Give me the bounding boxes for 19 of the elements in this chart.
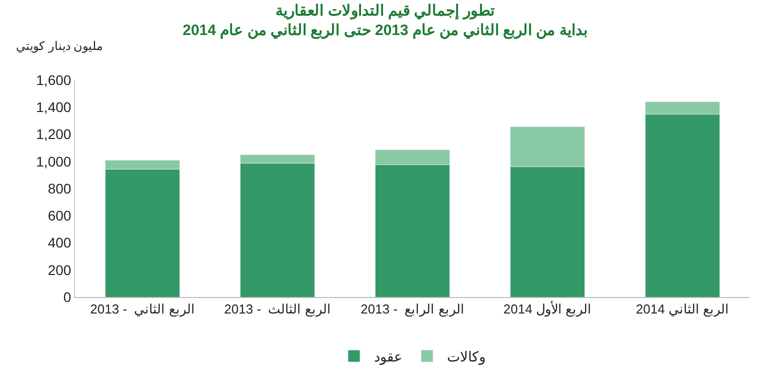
- y-axis-title: مليون دينار كويتي: [16, 39, 103, 53]
- x-tick-label: الربع الرابع - 2013: [360, 302, 464, 318]
- chart-title: تطور إجمالي قيم التداولات العقارية: [276, 2, 494, 20]
- y-tick-label: 400: [48, 234, 72, 251]
- y-tick-label: 1,200: [36, 126, 72, 142]
- y-tick-label: 200: [48, 262, 72, 278]
- y-tick-label: 1,600: [36, 72, 72, 88]
- y-tick-label: 1,000: [36, 153, 72, 170]
- legend-label: عقود: [374, 348, 402, 366]
- y-tick-label: 0: [63, 288, 72, 305]
- chart-subtitle: بداية من الربع الثاني من عام 2013 حتى الربع الثاني من عام 2014: [182, 22, 588, 40]
- x-tick-label: الربع الأول 2014: [503, 300, 592, 318]
- legend-label: وكالات: [447, 348, 486, 366]
- x-tick-label: الربع الثاني 2014: [636, 302, 730, 318]
- y-tick-label: 800: [48, 180, 72, 196]
- x-tick-label: الربع الثالث - 2013: [224, 302, 331, 318]
- x-tick-label: الربع الثاني - 2013: [90, 302, 195, 318]
- y-tick-label: 1,400: [36, 99, 72, 116]
- y-tick-label: 600: [48, 208, 72, 224]
